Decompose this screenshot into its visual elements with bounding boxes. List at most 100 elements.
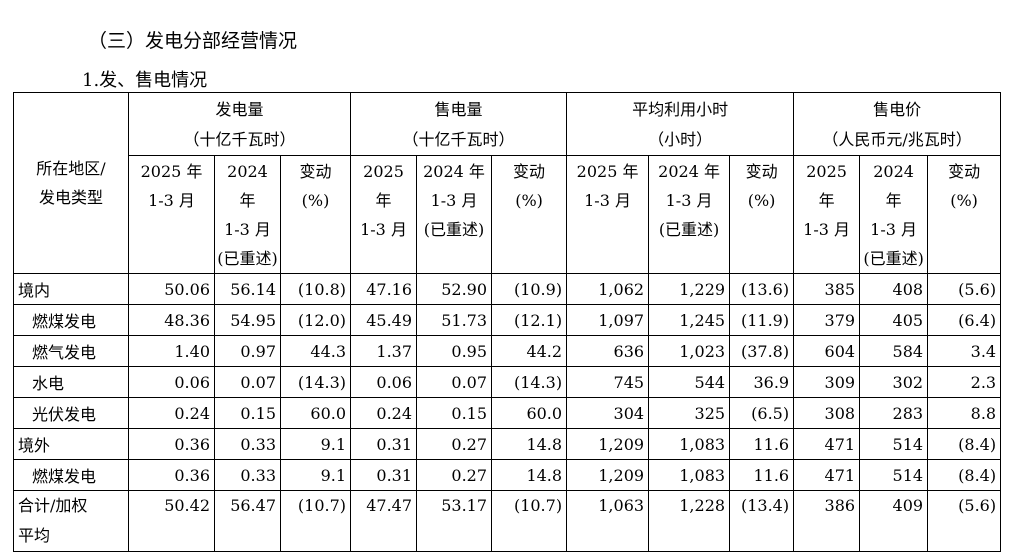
total-row: 合计/加权 平均 50.42 56.47 (10.7) 47.47 53.17 (10.7) 1… bbox=[13, 490, 1002, 552]
table-cell: 0.31 bbox=[350, 459, 418, 491]
table-cell: 14.8 bbox=[491, 428, 568, 460]
table-cell: 1,209 bbox=[566, 428, 650, 460]
total-cell: 386 bbox=[793, 490, 861, 552]
section-heading: （三）发电分部经营情况 bbox=[88, 30, 298, 52]
subsection-heading: 1.发、售电情况 bbox=[82, 70, 208, 91]
table-cell: (14.3) bbox=[279, 366, 352, 398]
table-cell: 405 bbox=[859, 304, 929, 336]
table-cell: 636 bbox=[566, 335, 650, 367]
period-line1: 2024 年 bbox=[658, 162, 720, 181]
total-label-line1: 合计/加权 bbox=[18, 496, 88, 515]
row-label: 光伏发电 bbox=[13, 397, 129, 429]
table-cell: 604 bbox=[793, 335, 861, 367]
generation-sales-table: 所在地区/发电类型 发电量 （十亿千瓦时） 售电量 （十亿千瓦时） 平均利用小时 （小时） 售… bbox=[13, 92, 1002, 552]
total-cell: 1,063 bbox=[566, 490, 650, 552]
period-header: 2025 年 1-3 月 bbox=[793, 155, 861, 274]
group-unit: （人民币元/兆瓦时） bbox=[822, 130, 972, 149]
table-cell: 309 bbox=[793, 366, 861, 398]
table-cell: 304 bbox=[566, 397, 650, 429]
row-label: 燃煤发电 bbox=[13, 459, 129, 491]
total-cell: 50.42 bbox=[128, 490, 215, 552]
table-cell: 584 bbox=[859, 335, 929, 367]
table-cell: 2.3 bbox=[927, 366, 1002, 398]
table-cell: 514 bbox=[859, 428, 929, 460]
period-header: 2025 年 1-3 月 bbox=[566, 155, 650, 274]
table-cell: 745 bbox=[566, 366, 650, 398]
table-cell: 385 bbox=[793, 273, 861, 305]
table-cell: 544 bbox=[648, 366, 731, 398]
period-line3: (已重述) bbox=[658, 220, 720, 239]
group-header: 售电量 （十亿千瓦时） bbox=[350, 92, 568, 156]
table-cell: (6.5) bbox=[729, 397, 795, 429]
group-title: 发电量 bbox=[215, 100, 264, 119]
table-cell: 1,083 bbox=[648, 428, 731, 460]
period-line2: 1-3 月 bbox=[870, 220, 917, 239]
table-cell: 47.16 bbox=[350, 273, 418, 305]
period-header: 2025 年 1-3 月 bbox=[128, 155, 215, 274]
group-unit: （十亿千瓦时） bbox=[183, 130, 296, 149]
table-cell: (14.3) bbox=[491, 366, 568, 398]
group-unit: （小时） bbox=[648, 130, 713, 149]
table-cell: 0.15 bbox=[416, 397, 493, 429]
table-cell: 1,245 bbox=[648, 304, 731, 336]
table-cell: 0.07 bbox=[214, 366, 281, 398]
period-line2: (%) bbox=[950, 191, 978, 210]
total-cell: 56.47 bbox=[214, 490, 281, 552]
table-cell: 8.8 bbox=[927, 397, 1002, 429]
table-cell: 1.40 bbox=[128, 335, 215, 367]
table-cell: (12.0) bbox=[279, 304, 352, 336]
table-cell: 0.33 bbox=[214, 428, 281, 460]
row-label: 燃气发电 bbox=[13, 335, 129, 367]
table-cell: 1.37 bbox=[350, 335, 418, 367]
table-cell: 0.24 bbox=[128, 397, 215, 429]
table-cell: 48.36 bbox=[128, 304, 215, 336]
table-cell: 408 bbox=[859, 273, 929, 305]
period-header: 变动 (%) bbox=[279, 155, 352, 274]
table-cell: (12.1) bbox=[491, 304, 568, 336]
table-cell: 0.31 bbox=[350, 428, 418, 460]
period-header: 2025 年 1-3 月 bbox=[350, 155, 418, 274]
period-line2: 1-3 月 bbox=[224, 220, 271, 239]
table-cell: 54.95 bbox=[214, 304, 281, 336]
table-cell: 471 bbox=[793, 428, 861, 460]
period-header: 变动 (%) bbox=[729, 155, 795, 274]
period-line1: 变动 bbox=[513, 162, 546, 181]
table-cell: 302 bbox=[859, 366, 929, 398]
header-row-groups: 所在地区/发电类型 发电量 （十亿千瓦时） 售电量 （十亿千瓦时） 平均利用小时 （小时） 售… bbox=[13, 92, 1002, 274]
table-cell: 1,209 bbox=[566, 459, 650, 491]
total-cell: 47.47 bbox=[350, 490, 418, 552]
period-line2: 1-3 月 bbox=[584, 191, 631, 210]
region-header-line: 所在地区/ bbox=[36, 159, 106, 178]
period-line1: 变动 bbox=[948, 162, 981, 181]
period-line2: (%) bbox=[515, 191, 543, 210]
group-header: 发电量 （十亿千瓦时） bbox=[127, 92, 352, 156]
table-cell: 1,097 bbox=[566, 304, 650, 336]
table-cell: 56.14 bbox=[214, 273, 281, 305]
table-cell: 0.95 bbox=[416, 335, 493, 367]
group-unit: （十亿千瓦时） bbox=[402, 130, 515, 149]
table-cell: 11.6 bbox=[729, 459, 795, 491]
period-header: 2024 年 1-3 月 (已重述) bbox=[859, 155, 929, 274]
total-cell: (10.7) bbox=[491, 490, 568, 552]
group-title: 售电量 bbox=[434, 100, 483, 119]
period-line2: (%) bbox=[747, 191, 776, 210]
table-cell: 52.90 bbox=[416, 273, 493, 305]
group-title: 售电价 bbox=[873, 100, 922, 119]
table-cell: 1,229 bbox=[648, 273, 731, 305]
period-line2: 1-3 月 bbox=[360, 220, 407, 239]
period-line3: (已重述) bbox=[423, 220, 485, 239]
period-line2: (%) bbox=[301, 191, 330, 210]
table-cell: 0.27 bbox=[416, 459, 493, 491]
row-label: 燃煤发电 bbox=[13, 304, 129, 336]
period-line1: 2025 年 bbox=[140, 162, 203, 181]
total-cell: (13.4) bbox=[729, 490, 795, 552]
table-row: 燃气发电 1.40 0.97 44.3 1.37 0.95 44.2 636 1,023 (37.… bbox=[13, 335, 1002, 367]
group-header: 平均利用小时 （小时） bbox=[566, 92, 795, 156]
table-cell: 0.07 bbox=[416, 366, 493, 398]
table-cell: 51.73 bbox=[416, 304, 493, 336]
table-cell: 36.9 bbox=[729, 366, 795, 398]
table-cell: 0.06 bbox=[350, 366, 418, 398]
period-header: 2024 年 1-3 月 (已重述) bbox=[214, 155, 281, 274]
table-cell: 50.06 bbox=[128, 273, 215, 305]
period-line2: 1-3 月 bbox=[665, 191, 713, 210]
